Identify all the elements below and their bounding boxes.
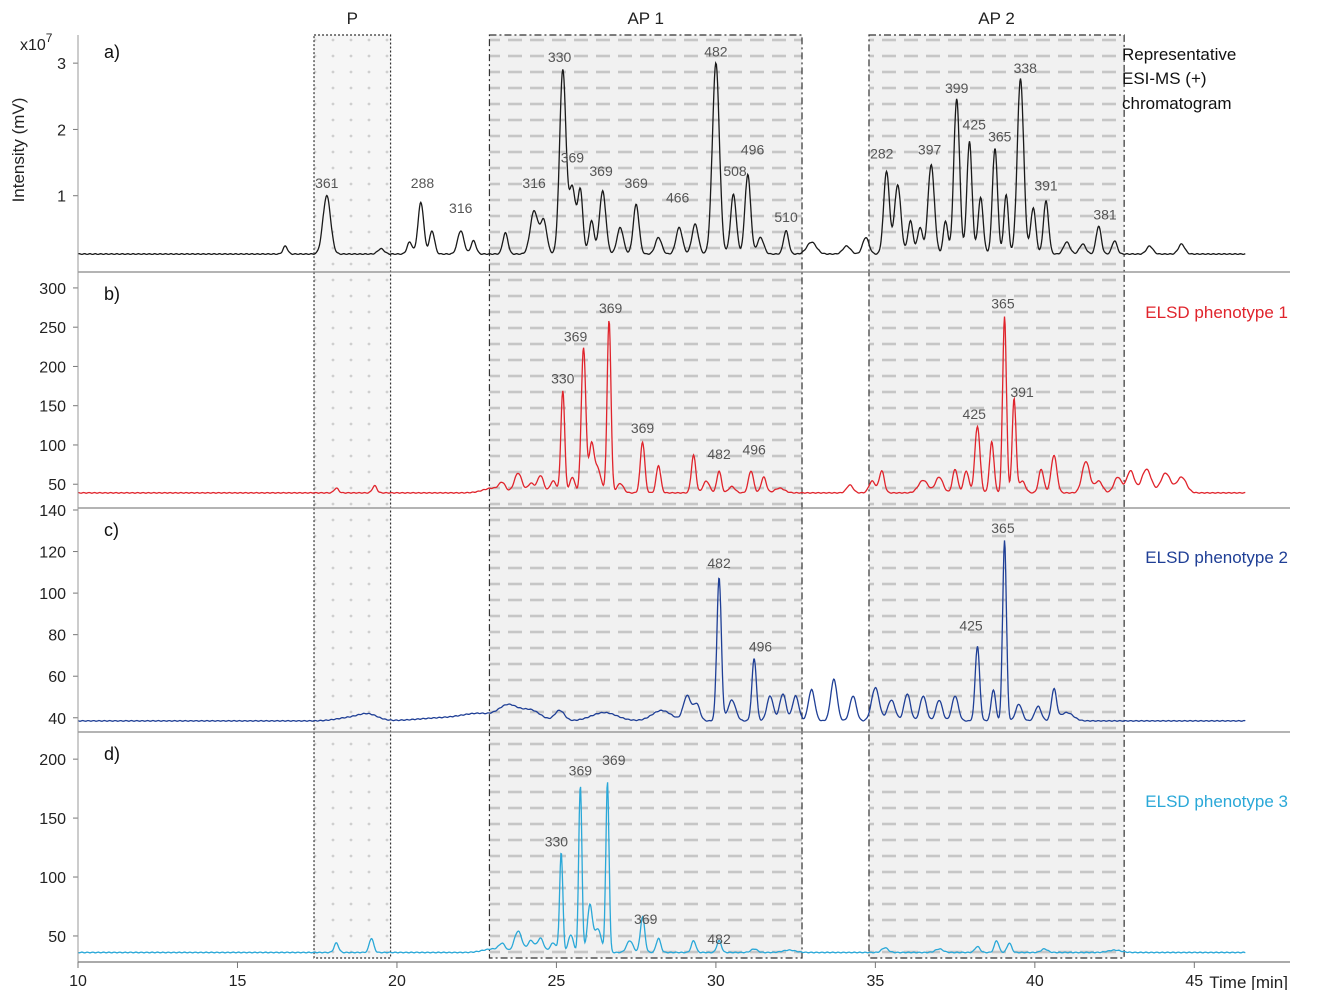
x-tick-label: 20 xyxy=(388,973,406,990)
region-p: P xyxy=(313,9,392,959)
peak-label: 330 xyxy=(548,49,572,65)
y-axis-title: Intensity (mV) xyxy=(9,98,28,203)
peak-label: 496 xyxy=(742,441,766,457)
peak-label: 316 xyxy=(449,200,473,216)
y-tick-label: 60 xyxy=(48,669,66,686)
y-tick-label: 150 xyxy=(39,399,66,416)
peak-label: 365 xyxy=(988,128,1012,144)
x-tick-label: 45 xyxy=(1185,973,1203,990)
peak-label: 316 xyxy=(522,175,546,191)
peak-label: 330 xyxy=(545,833,569,849)
peak-label: 282 xyxy=(870,146,894,162)
region-label: AP 1 xyxy=(627,9,664,28)
trace-name: ELSD phenotype 3 xyxy=(1145,792,1288,811)
peak-label: 288 xyxy=(411,175,435,191)
panel-d: 50 100 150 200 d) ELSD phenotype 3 330 369 369 36… xyxy=(39,744,1288,954)
y-tick-label: 80 xyxy=(48,628,66,645)
y-tick-label: 300 xyxy=(39,281,66,298)
axis-exponent: x107 xyxy=(20,31,53,54)
panel-letter: c) xyxy=(104,520,119,540)
x-tick-label: 40 xyxy=(1026,973,1044,990)
y-tick-label: 140 xyxy=(39,503,66,520)
trace-line xyxy=(77,540,1246,722)
peak-label: 330 xyxy=(551,371,575,387)
x-tick-label: 35 xyxy=(866,973,884,990)
panel-letter: b) xyxy=(104,284,120,304)
x-axis-title: Time [min] xyxy=(1209,973,1288,990)
trace-line xyxy=(77,782,1246,954)
region-box xyxy=(313,34,392,959)
peak-label: 482 xyxy=(707,931,731,947)
peak-label: 369 xyxy=(624,175,648,191)
peak-label: 482 xyxy=(707,446,731,462)
y-tick-label: 40 xyxy=(48,711,66,728)
trace-name: Representative xyxy=(1122,45,1236,64)
peak-label: 369 xyxy=(561,150,585,166)
peak-label: 496 xyxy=(741,142,765,158)
peak-label: 338 xyxy=(1014,60,1038,76)
peak-label: 425 xyxy=(963,406,987,422)
y-tick-label: 200 xyxy=(39,359,66,376)
y-tick-label: 1 xyxy=(57,189,66,206)
peak-label: 365 xyxy=(991,520,1015,536)
peak-label: 369 xyxy=(569,763,593,779)
peak-label: 482 xyxy=(707,555,731,571)
trace-name: ESI-MS (+) xyxy=(1122,69,1207,88)
peak-label: 397 xyxy=(918,142,942,158)
peak-label: 510 xyxy=(774,209,798,225)
trace-name: ELSD phenotype 2 xyxy=(1145,548,1288,567)
panel-a: 1 2 3 a) Representative ESI-MS (+) chromatogra… xyxy=(20,31,1246,256)
peak-label: 391 xyxy=(1010,384,1034,400)
peak-label: 466 xyxy=(666,189,690,205)
trace-name: chromatogram xyxy=(1122,94,1232,113)
peak-label: 391 xyxy=(1034,177,1058,193)
region-box xyxy=(488,34,803,959)
region-ap2: AP 2 xyxy=(868,9,1125,959)
peak-label: 508 xyxy=(723,163,747,179)
peak-label: 496 xyxy=(749,638,773,654)
peak-label: 425 xyxy=(963,116,987,132)
peak-label: 361 xyxy=(315,175,339,191)
peak-label: 381 xyxy=(1093,207,1117,223)
peak-label: 369 xyxy=(631,420,655,436)
peak-label: 369 xyxy=(564,328,588,344)
x-tick-label: 30 xyxy=(707,973,725,990)
peak-label: 369 xyxy=(599,300,623,316)
y-tick-label: 120 xyxy=(39,545,66,562)
x-tick-label: 25 xyxy=(548,973,566,990)
trace-line xyxy=(77,316,1246,494)
x-tick-label: 10 xyxy=(69,973,87,990)
panel-c: 40 60 80 100 120 140 c) ELSD phenotype 2 482 496 4… xyxy=(39,503,1288,728)
peak-label: 399 xyxy=(945,80,969,96)
region-box xyxy=(868,34,1125,959)
y-tick-label: 50 xyxy=(48,929,66,946)
peak-label: 369 xyxy=(589,163,613,179)
y-tick-label: 200 xyxy=(39,752,66,769)
peak-label: 425 xyxy=(959,618,983,634)
region-label: AP 2 xyxy=(978,9,1015,28)
panel-b: 50 100 150 200 250 300 b) ELSD phenotype 1 330 36… xyxy=(39,281,1288,494)
trace-line xyxy=(77,61,1246,256)
panel-letter: a) xyxy=(104,42,120,62)
y-tick-label: 50 xyxy=(48,477,66,494)
region-label: P xyxy=(347,9,358,28)
x-tick-label: 15 xyxy=(229,973,247,990)
y-tick-label: 150 xyxy=(39,811,66,828)
peak-label: 369 xyxy=(634,911,658,927)
y-tick-label: 100 xyxy=(39,870,66,887)
peak-label: 482 xyxy=(704,44,728,60)
y-tick-label: 100 xyxy=(39,438,66,455)
y-tick-label: 3 xyxy=(57,56,66,73)
panel-letter: d) xyxy=(104,744,120,764)
trace-name: ELSD phenotype 1 xyxy=(1145,303,1288,322)
peak-label: 369 xyxy=(602,752,626,768)
y-tick-label: 2 xyxy=(57,122,66,139)
peak-label: 365 xyxy=(991,295,1015,311)
y-tick-label: 100 xyxy=(39,586,66,603)
y-tick-label: 250 xyxy=(39,320,66,337)
